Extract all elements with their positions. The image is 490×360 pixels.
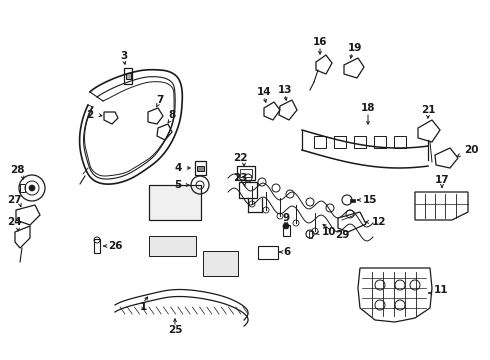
Text: 14: 14	[257, 87, 271, 97]
Text: 22: 22	[233, 153, 247, 163]
Text: 17: 17	[435, 175, 449, 185]
Text: 7: 7	[156, 95, 164, 105]
Text: 28: 28	[10, 165, 24, 175]
Bar	[354, 136, 366, 148]
Bar	[20, 184, 25, 192]
Bar	[239, 182, 257, 198]
Bar	[94, 239, 100, 253]
Bar	[240, 169, 252, 177]
Bar	[237, 166, 255, 180]
Text: 1: 1	[139, 302, 147, 312]
Bar	[309, 230, 312, 238]
Bar	[196, 166, 203, 171]
Bar	[202, 251, 238, 275]
Circle shape	[29, 185, 35, 191]
Text: 2: 2	[86, 110, 94, 120]
Text: 11: 11	[434, 285, 448, 295]
Text: 26: 26	[108, 241, 122, 251]
Text: 25: 25	[168, 325, 182, 335]
Text: 20: 20	[464, 145, 479, 155]
Text: 3: 3	[121, 51, 127, 61]
Text: 9: 9	[282, 213, 290, 223]
Bar	[258, 246, 278, 258]
Bar	[124, 68, 132, 84]
Bar	[334, 136, 346, 148]
Bar	[314, 136, 326, 148]
Text: 18: 18	[361, 103, 375, 113]
Circle shape	[283, 223, 289, 229]
Text: 19: 19	[348, 43, 362, 53]
Text: 10: 10	[322, 227, 337, 237]
Bar	[149, 184, 201, 220]
Bar	[283, 225, 290, 235]
Text: 16: 16	[313, 37, 327, 47]
Text: 6: 6	[283, 247, 290, 257]
Text: 15: 15	[363, 195, 377, 205]
Text: 4: 4	[174, 163, 182, 173]
Text: 12: 12	[372, 217, 387, 227]
Text: 8: 8	[169, 110, 175, 120]
Bar	[195, 161, 205, 175]
Text: 21: 21	[421, 105, 435, 115]
Bar	[394, 136, 406, 148]
Bar	[374, 136, 386, 148]
Text: 29: 29	[335, 230, 349, 240]
Text: 5: 5	[174, 180, 182, 190]
Text: 27: 27	[7, 195, 21, 205]
Bar	[349, 198, 354, 202]
Text: 23: 23	[233, 173, 247, 183]
Bar	[148, 236, 196, 256]
Bar	[125, 73, 130, 79]
Text: 13: 13	[278, 85, 292, 95]
Bar	[149, 184, 201, 220]
Text: 24: 24	[7, 217, 21, 227]
